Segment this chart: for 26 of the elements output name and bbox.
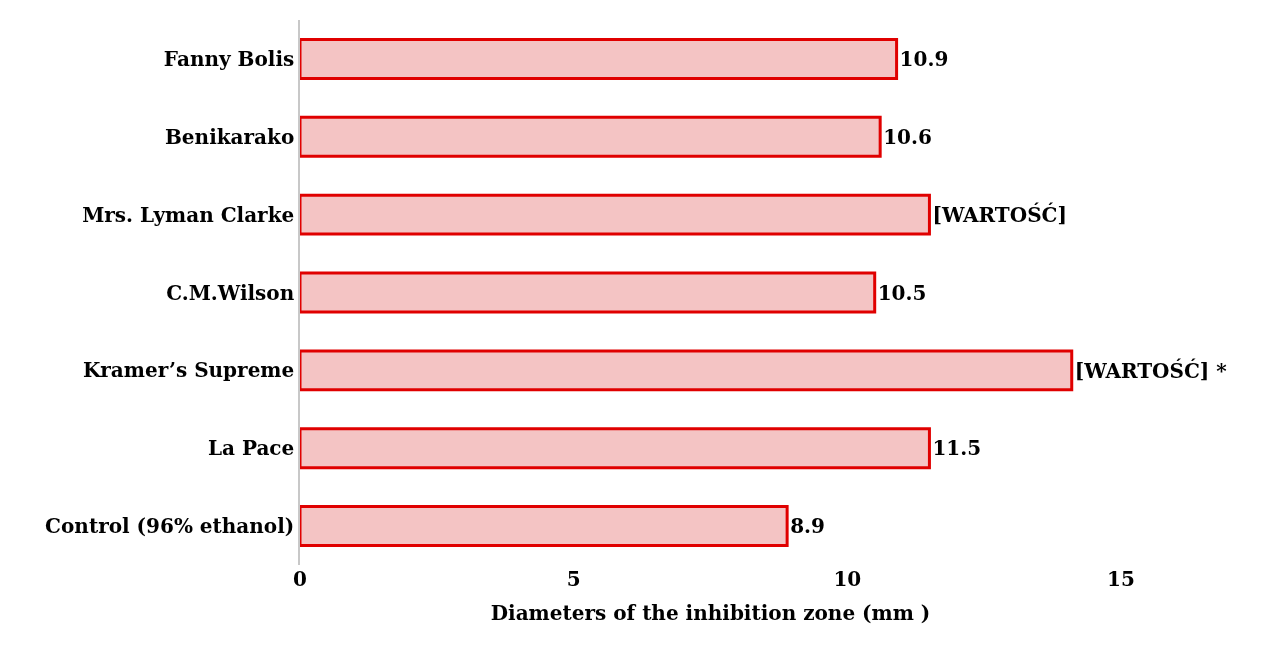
bar (300, 427, 931, 470)
bar (300, 505, 789, 548)
y-tick-label: Benikarako (164, 124, 295, 149)
x-tick-label: 5 (566, 567, 581, 591)
bar (300, 193, 931, 236)
y-tick-label: La Pace (207, 436, 295, 461)
y-tick-label: C.M.Wilson (166, 280, 295, 305)
bar (300, 349, 1074, 392)
data-label: [WARTOŚĆ] (932, 202, 1067, 228)
bar (300, 37, 899, 80)
y-tick-label: Control (96% ethanol) (45, 514, 295, 539)
data-label: 10.5 (877, 280, 927, 305)
x-axis-title: Diameters of the inhibition zone (mm ) (490, 600, 931, 625)
y-tick-label: Fanny Bolis (163, 46, 295, 71)
bar (300, 271, 877, 314)
data-label: 10.6 (883, 124, 932, 149)
data-label: 10.9 (899, 46, 949, 71)
y-tick-label: Kramer’s Supreme (82, 358, 295, 383)
data-label: 11.5 (932, 436, 982, 461)
x-tick-label: 15 (1107, 567, 1135, 591)
data-label: [WARTOŚĆ] * (1074, 357, 1228, 383)
y-tick-label: Mrs. Lyman Clarke (82, 202, 295, 227)
x-tick-label: 0 (293, 567, 307, 591)
bar (300, 115, 882, 158)
x-tick-label: 10 (833, 567, 862, 591)
data-label: 8.9 (790, 514, 825, 539)
